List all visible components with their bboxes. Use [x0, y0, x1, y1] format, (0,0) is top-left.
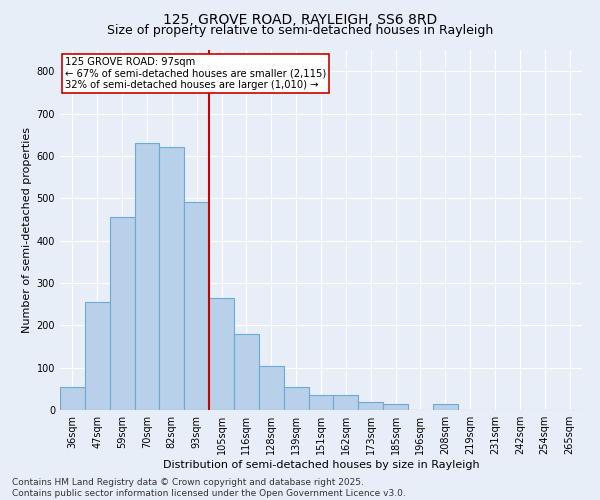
- Bar: [209, 298, 234, 410]
- Bar: [110, 218, 134, 410]
- Bar: [383, 404, 408, 410]
- Text: Contains HM Land Registry data © Crown copyright and database right 2025.
Contai: Contains HM Land Registry data © Crown c…: [12, 478, 406, 498]
- Bar: [334, 395, 358, 410]
- Bar: [259, 366, 284, 410]
- Bar: [184, 202, 209, 410]
- X-axis label: Distribution of semi-detached houses by size in Rayleigh: Distribution of semi-detached houses by …: [163, 460, 479, 470]
- Bar: [308, 395, 334, 410]
- Bar: [234, 334, 259, 410]
- Bar: [85, 302, 110, 410]
- Text: 125 GROVE ROAD: 97sqm
← 67% of semi-detached houses are smaller (2,115)
32% of s: 125 GROVE ROAD: 97sqm ← 67% of semi-deta…: [65, 57, 326, 90]
- Bar: [433, 404, 458, 410]
- Text: 125, GROVE ROAD, RAYLEIGH, SS6 8RD: 125, GROVE ROAD, RAYLEIGH, SS6 8RD: [163, 12, 437, 26]
- Bar: [160, 148, 184, 410]
- Y-axis label: Number of semi-detached properties: Number of semi-detached properties: [22, 127, 32, 333]
- Bar: [358, 402, 383, 410]
- Text: Size of property relative to semi-detached houses in Rayleigh: Size of property relative to semi-detach…: [107, 24, 493, 37]
- Bar: [284, 386, 308, 410]
- Bar: [134, 143, 160, 410]
- Bar: [60, 386, 85, 410]
